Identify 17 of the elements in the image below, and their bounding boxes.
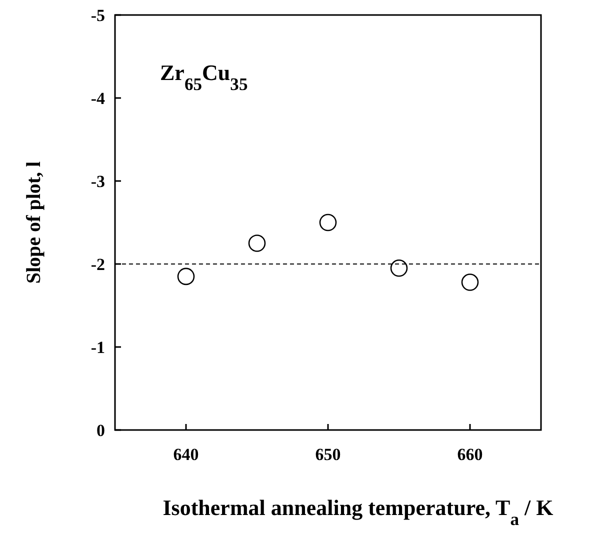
point [461,274,479,291]
y-tick-label: -4 [90,88,106,108]
x-tick-label: 650 [315,445,341,464]
y-tick-label: 0 [96,420,105,440]
y-tick-label: -2 [90,254,105,274]
x-axis-title: Isothermal annealing temperature, T$_{a}$ / K [162,495,554,529]
x-tick-label: 640 [173,445,199,464]
y-axis-title: Slope of plot, l [23,160,45,284]
point [390,260,408,277]
y-tick-label: -5 [90,6,105,25]
point [248,234,266,252]
y-tick-label: -3 [90,172,105,191]
x-tick-label: 660 [457,445,483,464]
y-tick-label: -1 [90,338,105,357]
annotation: Zr$_{65}$Cu$_{35}$ [160,60,248,94]
point [319,214,337,232]
point [177,268,195,286]
